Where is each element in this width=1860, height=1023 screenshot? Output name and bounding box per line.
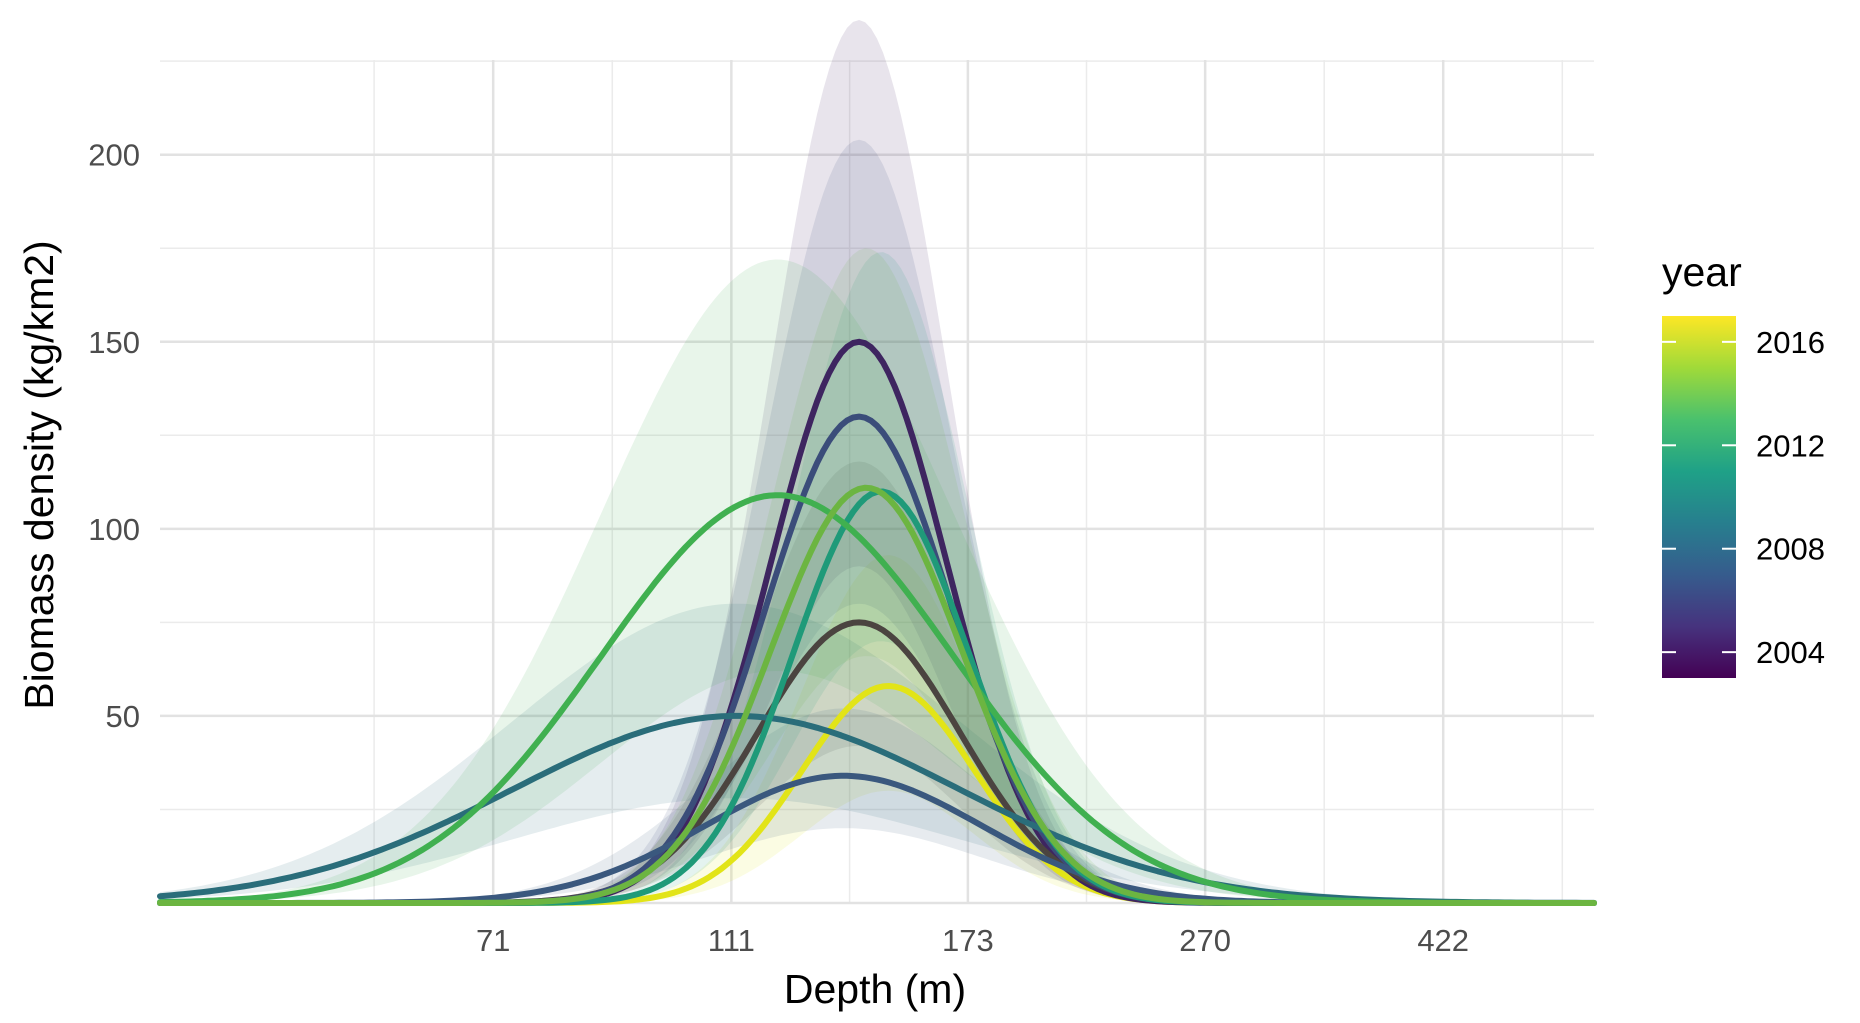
band-2012: [160, 252, 1594, 904]
y-tick-label: 100: [88, 512, 140, 547]
x-tick-label: 111: [708, 923, 755, 958]
legend-title: year: [1662, 249, 1742, 295]
x-axis-title: Depth (m): [784, 966, 966, 1012]
legend-colorbar: [1662, 316, 1736, 678]
line-2015: [157, 484, 1597, 906]
y-tick-label: 50: [106, 699, 140, 734]
band-2016: [160, 555, 1594, 903]
band-2006: [160, 708, 1594, 903]
band-2004: [160, 20, 1594, 903]
y-tick-label: 150: [88, 325, 140, 360]
y-axis-title: Biomass density (kg/km2): [16, 240, 62, 709]
series-lines: [157, 338, 1597, 906]
legend: year 2004 2008 2012 2016: [1662, 249, 1825, 678]
confidence-bands: [160, 20, 1594, 904]
legend-tick-label: 2016: [1756, 325, 1825, 360]
band-2007: [160, 461, 1594, 903]
y-tick-labels: 50 100 150 200: [88, 138, 140, 734]
x-tick-label: 422: [1417, 923, 1469, 958]
legend-ticks: 2004 2008 2012 2016: [1662, 325, 1825, 670]
legend-tick-label: 2008: [1756, 532, 1825, 567]
grid-minor: [160, 60, 1594, 903]
band-2014: [160, 259, 1594, 903]
x-tick-label: 270: [1179, 923, 1231, 958]
x-tick-label: 173: [942, 923, 994, 958]
band-2009: [160, 603, 1594, 903]
x-tick-labels: 71 111 173 270 422: [476, 923, 1469, 958]
band-2015: [160, 248, 1594, 904]
x-tick-label: 71: [476, 923, 510, 958]
legend-tick-label: 2004: [1756, 635, 1825, 670]
legend-tick-label: 2012: [1756, 428, 1825, 463]
y-tick-label: 200: [88, 138, 140, 173]
band-2008: [160, 139, 1594, 903]
